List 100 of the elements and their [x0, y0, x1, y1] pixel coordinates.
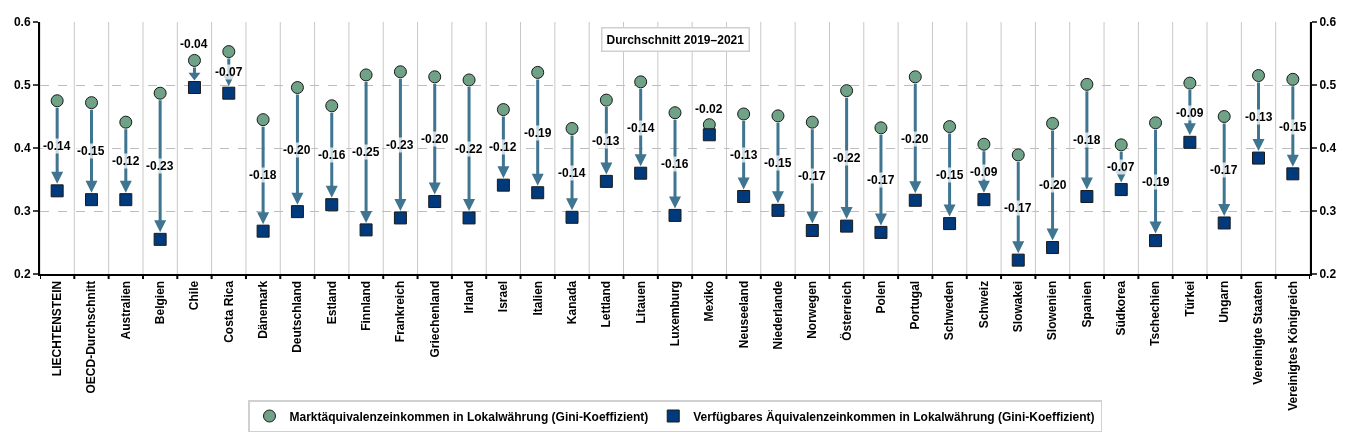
point [462, 211, 476, 225]
point [908, 70, 922, 84]
x-tick-label: Mexiko [702, 280, 717, 322]
point [1080, 190, 1094, 204]
x-tick-label: Vereinigtes Königreich [1285, 280, 1300, 411]
point [634, 75, 648, 89]
point [496, 103, 510, 117]
x-tick-label: Dänemark [256, 280, 271, 339]
point [771, 109, 785, 123]
x-tick-label: OECD-Durchschnitt [84, 280, 99, 394]
point [977, 137, 991, 151]
point [462, 73, 476, 87]
point [599, 174, 613, 188]
legend-label: Marktäquivalenzeinkommen in Lokalwährung (Gini-Koeffizient) [289, 409, 649, 424]
point [290, 81, 304, 95]
annotation: -0.18 [1073, 133, 1101, 147]
point [428, 195, 442, 209]
point [805, 115, 819, 129]
point [1114, 183, 1128, 197]
point [1252, 151, 1266, 165]
point [737, 107, 751, 121]
y2-tick-label: 0.3 [1319, 204, 1337, 219]
x-tick-label: Griechenland [427, 280, 442, 358]
x-tick-label: Südkorea [1114, 280, 1129, 336]
point [943, 120, 957, 134]
point [737, 190, 751, 204]
annotation: -0.22 [455, 142, 483, 156]
point [119, 115, 133, 129]
x-tick-label: Niederlande [770, 280, 785, 350]
point [222, 45, 236, 59]
point [565, 210, 579, 224]
annotation: Durchschnitt 2019–2021 [606, 32, 745, 47]
x-tick-label: Irland [461, 280, 476, 314]
y-tick-label: 0.2 [13, 267, 31, 282]
annotation: -0.13 [1245, 110, 1273, 124]
point [908, 193, 922, 207]
x-tick-label: Vereinigte Staaten [1251, 280, 1266, 385]
point [393, 211, 407, 225]
x-tick-label: Luxemburg [667, 280, 682, 347]
point [1183, 76, 1197, 90]
annotation: -0.17 [798, 169, 826, 183]
point [222, 86, 236, 100]
point [1080, 77, 1094, 91]
point [50, 94, 64, 108]
x-tick-label: Litauen [633, 280, 648, 324]
point [187, 53, 201, 67]
point [977, 193, 991, 207]
point [256, 113, 270, 127]
annotation: -0.09 [1176, 106, 1204, 120]
point [1183, 135, 1197, 149]
point [1046, 116, 1060, 130]
annotation: -0.14 [627, 121, 655, 135]
x-tick-label: Israel [496, 280, 511, 313]
point [1114, 138, 1128, 152]
x-tick-label: Slowenien [1045, 280, 1060, 341]
point [771, 203, 785, 217]
point [840, 84, 854, 98]
legend-label: Verfügbares Äquivalenzeinkommen in Lokalwährung (Gini-Koeffizient) [693, 408, 1095, 424]
x-tick-label: Polen [873, 280, 888, 314]
x-tick-label: Chile [187, 280, 202, 311]
point [668, 106, 682, 120]
x-tick-label: Österreich [838, 280, 854, 341]
x-tick-label: Norwegen [805, 280, 820, 339]
point [153, 232, 167, 246]
point [1149, 234, 1163, 248]
point [702, 128, 716, 142]
x-tick-label: Türkei [1182, 280, 1197, 317]
point [496, 178, 510, 192]
point [1011, 253, 1025, 267]
point [599, 93, 613, 107]
annotation: -0.13 [730, 148, 758, 162]
point [119, 193, 133, 207]
annotation: -0.09 [970, 165, 998, 179]
annotation: -0.20 [421, 132, 449, 146]
y-tick-label: 0.4 [13, 141, 31, 156]
annotation: -0.20 [283, 143, 311, 157]
annotation: -0.12 [112, 154, 140, 168]
point [943, 217, 957, 231]
point [1286, 72, 1300, 86]
annotation: -0.23 [146, 159, 174, 173]
y-tick-label: 0.5 [13, 78, 31, 93]
x-tick-label: LIECHTENSTEIN [50, 280, 65, 377]
point [50, 184, 64, 198]
y-tick-label: 0.3 [13, 204, 31, 219]
annotation: -0.07 [1107, 160, 1135, 174]
point [874, 121, 888, 135]
point [1046, 241, 1060, 255]
x-tick-label: Schweiz [976, 280, 991, 329]
point [840, 219, 854, 233]
y-tick-label: 0.6 [13, 15, 31, 30]
x-tick-label: Tschechien [1148, 280, 1163, 346]
x-tick-label: Deutschland [290, 280, 305, 353]
point [1286, 167, 1300, 181]
x-tick-label: Italien [530, 280, 545, 316]
x-tick-label: Costa Rica [221, 280, 236, 343]
annotation: -0.19 [1142, 175, 1170, 189]
point [531, 65, 545, 79]
point [256, 224, 270, 238]
x-tick-label: Estland [324, 280, 339, 325]
point [325, 99, 339, 113]
